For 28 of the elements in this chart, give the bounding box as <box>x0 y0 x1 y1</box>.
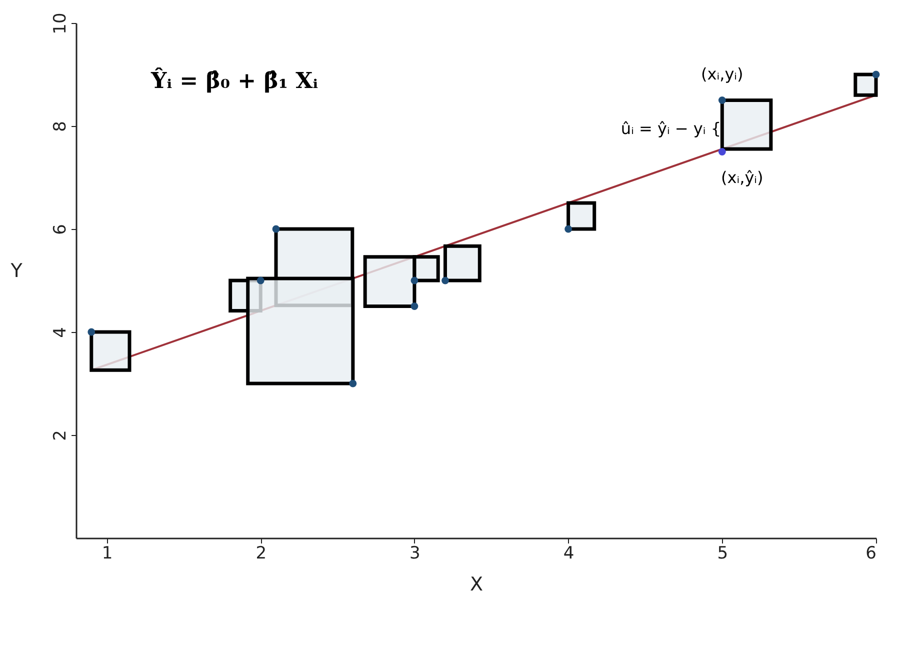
y-tick-label: 4 <box>50 327 70 338</box>
point <box>718 96 726 104</box>
x-axis-title: X <box>470 574 484 596</box>
y-tick-label: 2 <box>50 430 70 441</box>
point <box>256 276 264 284</box>
annotation: Ŷᵢ = β̂₀ + β̂₁ Xᵢ <box>150 67 318 94</box>
point <box>442 276 449 284</box>
y-tick-label: 10 <box>50 12 70 34</box>
y-tick-label: 6 <box>50 224 70 235</box>
point <box>88 328 96 336</box>
x-tick-label: 3 <box>410 544 420 564</box>
x-tick-label: 1 <box>102 544 113 564</box>
point <box>272 225 280 233</box>
annotation: (xᵢ,ŷᵢ) <box>721 168 764 187</box>
point <box>410 276 418 284</box>
point <box>718 148 726 156</box>
point <box>564 225 572 233</box>
y-axis-title: Y <box>10 260 23 282</box>
annotation: (xᵢ,yᵢ) <box>701 64 744 84</box>
x-tick-label: 5 <box>717 544 728 564</box>
point <box>410 302 418 310</box>
point <box>349 380 357 388</box>
y-tick-label: 8 <box>50 121 70 132</box>
x-tick-label: 2 <box>256 544 267 564</box>
annotation: ûᵢ = ŷᵢ − yᵢ { <box>620 119 721 138</box>
x-tick-label: 6 <box>866 544 876 564</box>
point <box>872 70 880 78</box>
x-tick-label: 4 <box>563 544 574 564</box>
